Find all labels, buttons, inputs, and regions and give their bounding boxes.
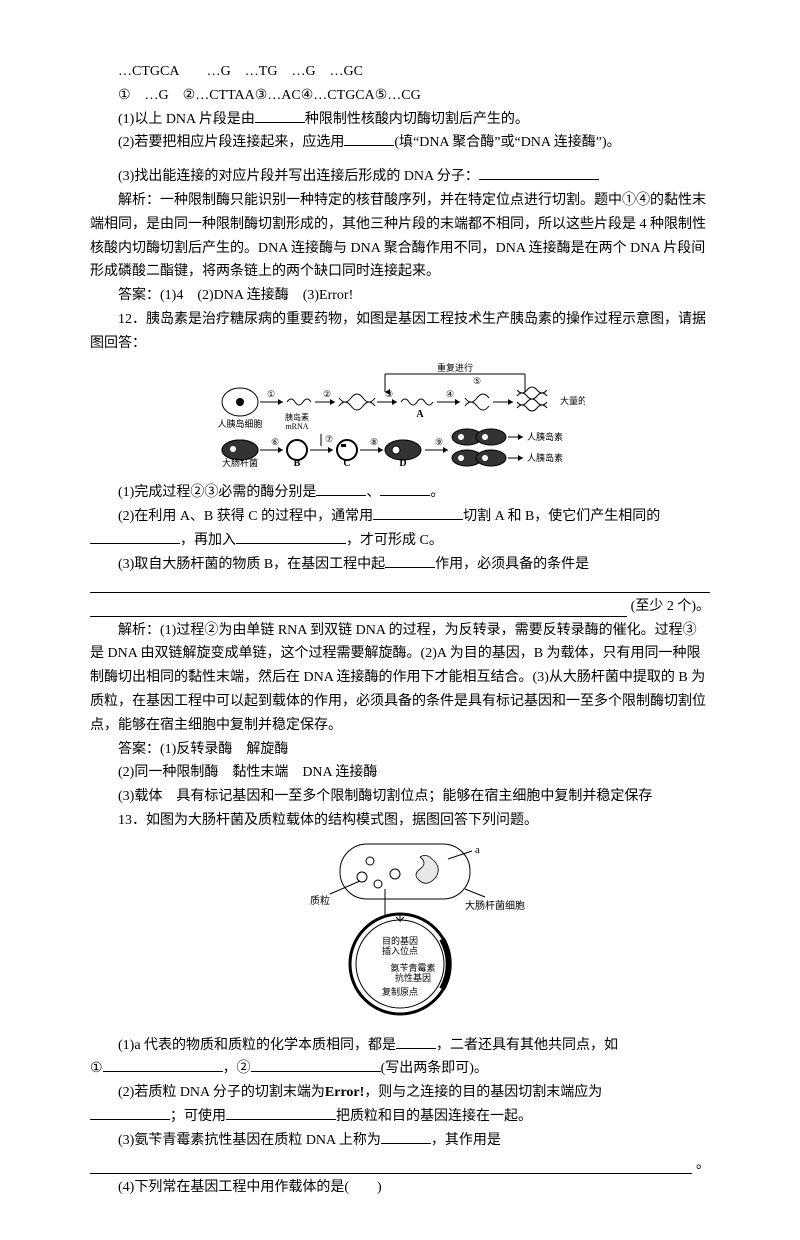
q12-figure: 重复进行 ⑤ 人胰岛细胞 ① 胰岛素 mRNA ② ③ A ④	[90, 362, 710, 476]
svg-text:⑥: ⑥	[271, 437, 279, 447]
q12-exp: 解析：(1)过程②为由单链 RNA 到双链 DNA 的过程，为反转录，需要反转录…	[90, 619, 710, 738]
blank	[316, 482, 366, 496]
svg-text:大肠杆菌: 大肠杆菌	[222, 457, 258, 467]
blank	[396, 1034, 436, 1048]
q12-1: (1)完成过程②③必需的酶分别是、。	[90, 481, 710, 505]
q12-3c: (至少 2 个)。	[631, 595, 710, 619]
q13-4: (4)下列常在基因工程中用作载体的是( )	[90, 1176, 710, 1200]
blank	[90, 1106, 170, 1120]
svg-text:大量的 A: 大量的 A	[560, 395, 585, 406]
q12-ans2: (2)同一种限制酶 黏性末端 DNA 连接酶	[90, 761, 710, 785]
q11-1a: (1)以上 DNA 片段是由	[118, 112, 255, 127]
svg-text:人胰岛细胞: 人胰岛细胞	[217, 418, 262, 429]
blank	[236, 530, 346, 544]
q11-3a: (3)找出能连接的对应片段并写出连接后形成的 DNA 分子：	[118, 169, 479, 184]
svg-text:胰岛素: 胰岛素	[285, 412, 309, 422]
q11-2: (2)若要把相应片段连接起来，应选用 (填“DNA 聚合酶”或“DNA 连接酶”)…	[90, 131, 710, 155]
svg-text:B: B	[294, 458, 301, 467]
q13-intro: 13．如图为大肠杆菌及质粒载体的结构模式图，据图回答下列问题。	[90, 809, 710, 833]
svg-text:大肠杆菌细胞: 大肠杆菌细胞	[465, 899, 525, 912]
q13-3c: 。	[696, 1153, 710, 1177]
q12-ans3: (3)载体 具有标记基因和一至多个限制酶切割位点；能够在宿主细胞中复制并稳定保存	[90, 785, 710, 809]
blank	[380, 482, 430, 496]
seq-bottom: ① …G ②…CTTAA③…AC④…CTGCA⑤…CG	[90, 84, 710, 108]
svg-text:质粒: 质粒	[310, 894, 330, 907]
q11-1b: 种限制性核酸内切酶切割后产生的。	[305, 112, 529, 127]
blank	[385, 553, 435, 567]
blank	[255, 108, 305, 122]
svg-text:D: D	[399, 458, 406, 467]
q11-1: (1)以上 DNA 片段是由 种限制性核酸内切酶切割后产生的。	[90, 108, 710, 132]
q12-3: (3)取自大肠杆菌的物质 B，在基因工程中起作用，必须具备的条件是	[90, 553, 710, 577]
svg-text:C: C	[343, 458, 350, 467]
svg-text:③: ③	[385, 389, 393, 399]
svg-text:⑧: ⑧	[370, 437, 378, 447]
blank-line	[90, 579, 710, 593]
svg-text:氨苄青霉素: 氨苄青霉素	[390, 962, 435, 973]
blank	[226, 1106, 336, 1120]
svg-text:抗性基因: 抗性基因	[395, 972, 431, 983]
svg-text:⑨: ⑨	[435, 437, 443, 447]
svg-text:④: ④	[446, 389, 454, 399]
blank	[103, 1058, 223, 1072]
q13-1b: ①，②(写出两条即可)。	[90, 1057, 710, 1081]
svg-text:目的基因: 目的基因	[382, 935, 418, 946]
q13-2b: ；可使用把质粒和目的基因连接在一起。	[90, 1105, 710, 1129]
q12-intro: 12．胰岛素是治疗糖尿病的重要药物，如图是基因工程技术生产胰岛素的操作过程示意图…	[90, 308, 710, 356]
svg-text:A: A	[416, 409, 424, 420]
q13-1: (1)a 代表的物质和质粒的化学本质相同，都是，二者还具有其他共同点，如	[90, 1034, 710, 1058]
svg-text:插入位点: 插入位点	[382, 945, 418, 956]
q11-2b: (填“DNA 聚合酶”或“DNA 连接酶”)。	[394, 135, 620, 150]
svg-text:人胰岛素: 人胰岛素	[527, 452, 563, 463]
svg-text:⑦: ⑦	[325, 434, 333, 444]
svg-text:①: ①	[267, 389, 275, 399]
seq-top: …CTGCA …G …TG …G …GC	[90, 60, 710, 84]
blank	[373, 506, 463, 520]
svg-text:⑤: ⑤	[473, 376, 481, 386]
svg-text:重复进行: 重复进行	[437, 362, 473, 373]
q11-ans: 答案：(1)4 (2)DNA 连接酶 (3)Error!	[90, 284, 710, 308]
q12-ans1: 答案：(1)反转录酶 解旋酶	[90, 738, 710, 762]
blank	[251, 1058, 381, 1072]
svg-text:②: ②	[323, 389, 331, 399]
svg-text:mRNA: mRNA	[285, 422, 308, 431]
svg-text:a: a	[475, 844, 480, 856]
blank	[90, 530, 180, 544]
q13-figure: a 质粒 大肠杆菌细胞 目的基因 插入位点 氨苄青霉素 抗性基因 复制原点	[90, 839, 710, 1028]
q11-2a: (2)若要把相应片段连接起来，应选用	[118, 135, 344, 150]
blank-line	[90, 1160, 692, 1174]
svg-text:人胰岛素: 人胰岛素	[527, 431, 563, 442]
error-text: Error!	[325, 1085, 364, 1100]
svg-text:复制原点: 复制原点	[382, 986, 418, 997]
q11-exp: 解析：一种限制酶只能识别一种特定的核苷酸序列，并在特定位点进行切割。题中①④的黏…	[90, 189, 710, 284]
q12-2: (2)在利用 A、B 获得 C 的过程中，通常用切割 A 和 B，使它们产生相同…	[90, 505, 710, 553]
blank-line	[90, 602, 627, 616]
q11-3: (3)找出能连接的对应片段并写出连接后形成的 DNA 分子：	[90, 165, 710, 189]
blank	[344, 132, 394, 146]
blank	[479, 166, 599, 180]
q13-3: (3)氨苄青霉素抗性基因在质粒 DNA 上称为，其作用是	[90, 1129, 710, 1153]
q13-2: (2)若质粒 DNA 分子的切割末端为Error!，则与之连接的目的基因切割末端…	[90, 1081, 710, 1105]
